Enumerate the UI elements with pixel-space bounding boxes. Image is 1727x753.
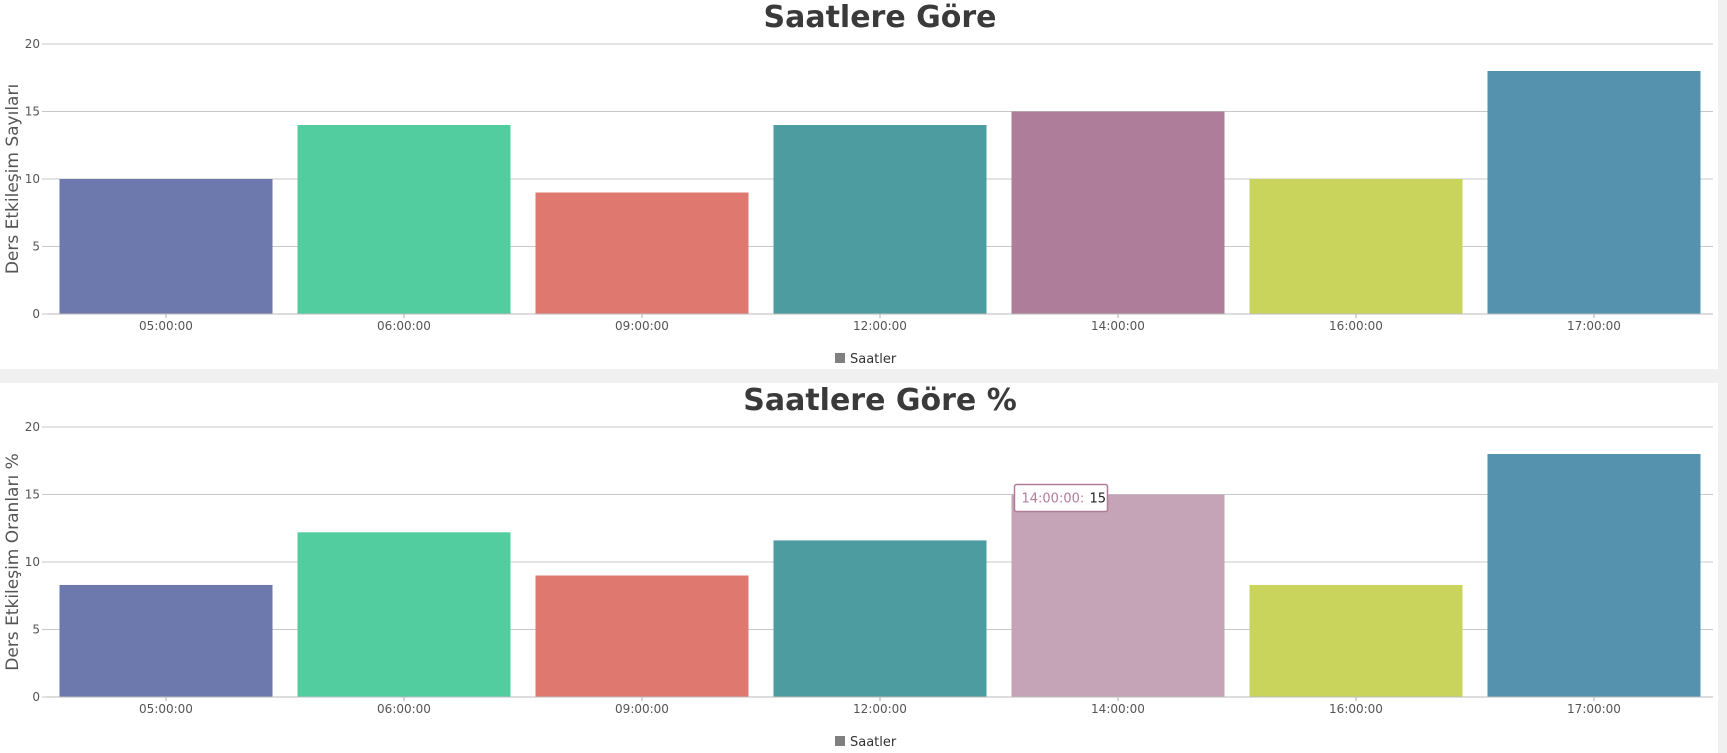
bar[interactable] [773, 125, 987, 314]
bar[interactable] [297, 532, 511, 697]
chart-title: Saatlere Göre [763, 0, 996, 35]
bar[interactable] [1487, 71, 1701, 314]
y-tick-label: 5 [32, 240, 40, 254]
legend-label: Saatler [850, 352, 897, 367]
bar[interactable] [59, 179, 273, 314]
bar[interactable] [59, 584, 273, 697]
legend-swatch [835, 736, 845, 746]
bar[interactable] [535, 192, 749, 315]
x-tick-label: 14:00:00 [1091, 702, 1145, 716]
y-tick-label: 15 [25, 488, 40, 502]
x-tick-label: 06:00:00 [377, 702, 431, 716]
y-tick-label: 15 [25, 105, 40, 119]
chart-title: Saatlere Göre % [743, 383, 1017, 418]
x-tick-label: 17:00:00 [1567, 319, 1621, 333]
y-tick-label: 20 [25, 420, 40, 434]
bar[interactable] [535, 575, 749, 698]
x-tick-label: 17:00:00 [1567, 702, 1621, 716]
y-tick-label: 10 [25, 172, 40, 186]
bar[interactable] [1011, 494, 1225, 698]
x-tick-label: 12:00:00 [853, 319, 907, 333]
x-tick-label: 09:00:00 [615, 702, 669, 716]
y-tick-label: 5 [32, 623, 40, 637]
chart-panel-percent: Saatlere Göre % Ders Etkileşim Oranları %… [0, 383, 1718, 753]
tooltip-box [1013, 483, 1109, 513]
legend[interactable]: Saatler [835, 735, 897, 750]
y-axis-label: Ders Etkileşim Oranları % [3, 453, 23, 670]
tooltip-value: 15 [1089, 492, 1106, 507]
bar[interactable] [773, 540, 987, 697]
x-tick-label: 06:00:00 [377, 319, 431, 333]
y-tick-label: 20 [25, 37, 40, 51]
y-tick-label: 0 [32, 307, 40, 321]
bar[interactable] [1249, 179, 1463, 314]
chart-svg: Saatlere Göre % Ders Etkileşim Oranları %… [3, 383, 1713, 750]
scrollbar-gutter [1718, 0, 1727, 753]
x-tick-label: 16:00:00 [1329, 319, 1383, 333]
tooltip-label: 14:00:00: [1021, 492, 1084, 507]
y-axis-label: Ders Etkileşim Sayıları [3, 84, 23, 274]
tooltip: 14:00:00: 15 [1013, 483, 1109, 513]
x-tick-label: 12:00:00 [853, 702, 907, 716]
x-tick-label: 16:00:00 [1329, 702, 1383, 716]
x-tick-label: 14:00:00 [1091, 319, 1145, 333]
bar[interactable] [1487, 454, 1701, 697]
x-tick-label: 05:00:00 [139, 319, 193, 333]
chart-svg: Saatlere Göre Ders Etkileşim Sayıları 0 5 10… [3, 0, 1713, 367]
bar[interactable] [1249, 584, 1463, 697]
bar[interactable] [1011, 111, 1225, 315]
legend-label: Saatler [850, 735, 897, 750]
chart-panel-counts: Saatlere Göre Ders Etkileşim Sayıları 0 5 10… [0, 0, 1718, 369]
x-tick-label: 05:00:00 [139, 702, 193, 716]
legend[interactable]: Saatler [835, 352, 897, 367]
bar[interactable] [297, 125, 511, 314]
y-tick-label: 10 [25, 555, 40, 569]
legend-swatch [835, 353, 845, 363]
x-tick-label: 09:00:00 [615, 319, 669, 333]
y-tick-label: 0 [32, 690, 40, 704]
